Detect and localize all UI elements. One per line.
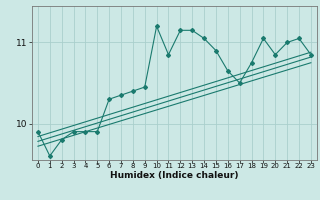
X-axis label: Humidex (Indice chaleur): Humidex (Indice chaleur)	[110, 171, 239, 180]
